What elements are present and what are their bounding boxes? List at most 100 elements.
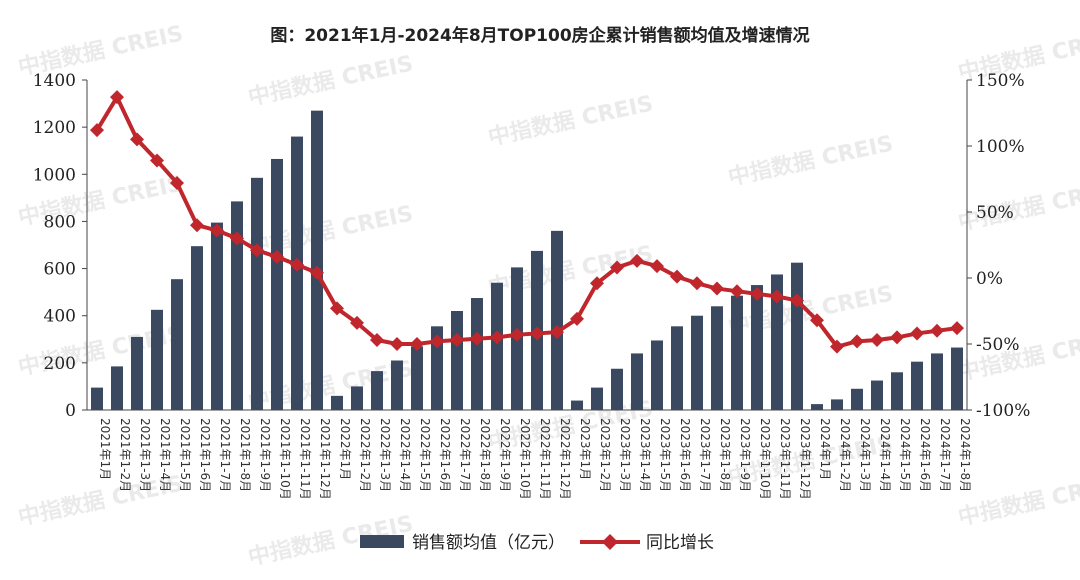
bar <box>551 230 563 410</box>
x-axis-label: 2021年1-12月 <box>318 418 332 500</box>
x-axis-label: 2021年1-5月 <box>178 418 192 492</box>
bar <box>151 309 163 410</box>
line-point <box>390 337 404 351</box>
x-axis-label: 2023年1-6月 <box>678 418 692 492</box>
line-point <box>470 331 484 346</box>
line-point <box>710 281 724 296</box>
x-axis-label: 2021年1-6月 <box>198 418 212 492</box>
line-point <box>570 311 584 326</box>
watermark-text: 中指数据 CREIS <box>726 131 896 191</box>
x-axis-label: 2024年1-6月 <box>918 418 932 492</box>
right-axis-tick-label: 150% <box>976 71 1025 91</box>
bar <box>831 399 843 410</box>
x-axis-label: 2022年1-3月 <box>378 418 392 492</box>
legend-bar-label: 销售额均值（亿元） <box>412 533 565 553</box>
line-point <box>690 276 704 291</box>
line-point <box>650 259 664 274</box>
x-axis-label: 2022年1-10月 <box>518 418 532 500</box>
bar <box>811 404 823 410</box>
bar <box>571 400 583 410</box>
bar <box>91 387 103 410</box>
bar <box>691 315 703 410</box>
left-axis-tick-label: 400 <box>44 307 76 327</box>
x-axis-label: 2021年1-11月 <box>298 418 312 500</box>
x-axis-label: 2024年1-4月 <box>878 418 892 492</box>
watermark-text: 中指数据 CREIS <box>246 51 416 111</box>
line-point <box>630 253 644 268</box>
right-axis-tick-label: 50% <box>976 203 1014 223</box>
bar <box>231 201 243 410</box>
line-point <box>910 326 924 341</box>
x-axis-label: 2021年1-10月 <box>278 418 292 500</box>
bar <box>271 158 283 410</box>
x-axis-label: 2021年1-8月 <box>238 418 252 492</box>
right-axis-tick-label: -100% <box>976 401 1030 421</box>
bar <box>891 372 903 410</box>
bar <box>291 136 303 411</box>
bar <box>411 346 423 410</box>
right-axis-tick-label: -50% <box>976 335 1020 355</box>
x-axis-label: 2024年1-8月 <box>958 418 972 492</box>
bar <box>331 395 343 410</box>
line-point <box>810 313 824 328</box>
x-axis-label: 2023年1-3月 <box>618 418 632 492</box>
x-axis-label: 2023年1-9月 <box>738 418 752 492</box>
bar <box>191 246 203 410</box>
left-axis-tick-label: 200 <box>44 354 76 374</box>
line-point <box>430 334 444 349</box>
bar <box>591 387 603 410</box>
line-point <box>590 276 604 291</box>
x-axis-label: 2024年1-7月 <box>938 418 952 492</box>
line-point <box>870 333 884 348</box>
bar <box>791 262 803 410</box>
line-point <box>750 286 764 301</box>
bar <box>131 336 143 410</box>
x-axis-label: 2021年1-2月 <box>118 418 132 492</box>
x-axis-label: 2023年1月 <box>578 418 592 480</box>
bar <box>451 311 463 410</box>
legend-line-marker <box>602 534 618 550</box>
bar <box>611 368 623 410</box>
line-series <box>90 90 964 354</box>
x-axis-label: 2023年1-12月 <box>798 418 812 500</box>
bar <box>471 298 483 410</box>
line-point <box>950 321 964 336</box>
left-axis-tick-label: 1000 <box>33 165 76 185</box>
x-axis-label: 2024年1-3月 <box>858 418 872 492</box>
bar <box>491 282 503 410</box>
line-point <box>450 333 464 348</box>
bar <box>351 386 363 410</box>
bar <box>931 353 943 410</box>
x-axis-label: 2022年1-12月 <box>558 418 572 500</box>
x-axis-label: 2021年1月 <box>98 418 112 480</box>
line-point <box>90 123 104 138</box>
right-axis-tick-label: 0% <box>976 269 1003 289</box>
watermark-text: 中指数据 CREIS <box>486 91 656 151</box>
bar <box>851 388 863 410</box>
line-point <box>310 265 324 280</box>
x-axis-label: 2022年1-7月 <box>458 418 472 492</box>
line-point <box>830 339 844 354</box>
line-point <box>150 153 164 168</box>
line-point <box>510 327 524 342</box>
line-point <box>270 249 284 264</box>
x-axis-label: 2024年1-2月 <box>838 418 852 492</box>
bar <box>771 274 783 410</box>
line-point <box>250 243 264 258</box>
line-point <box>930 323 944 338</box>
x-axis-label: 2022年1-4月 <box>398 418 412 492</box>
bar <box>311 110 323 411</box>
line-point <box>770 289 784 304</box>
x-axis-label: 2023年1-7月 <box>698 418 712 492</box>
x-axis-label: 2021年1-3月 <box>138 418 152 492</box>
right-axis-tick-label: 100% <box>976 137 1025 157</box>
bar <box>631 353 643 410</box>
x-axis-label: 2022年1-9月 <box>498 418 512 492</box>
x-axis-label: 2023年1-2月 <box>598 418 612 492</box>
bar <box>911 361 923 410</box>
legend-line-label: 同比增长 <box>646 533 714 553</box>
bar <box>391 360 403 410</box>
bar <box>651 340 663 410</box>
